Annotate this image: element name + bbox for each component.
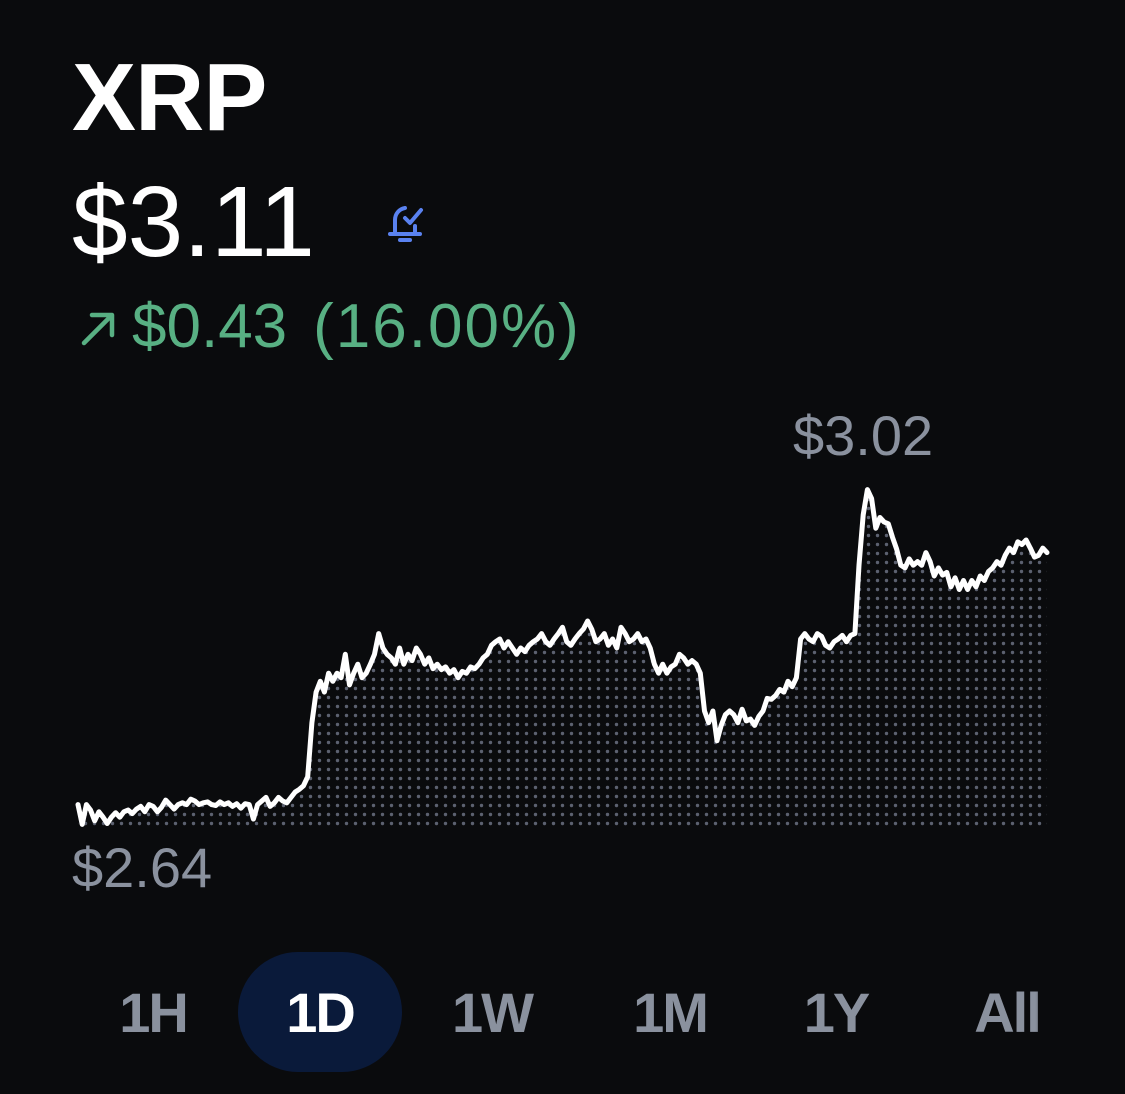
timeframe-1y[interactable]: 1Y [803,980,871,1044]
change-percent: (16.00%) [313,292,581,361]
timeframe-1w[interactable]: 1W [452,980,534,1044]
timeframe-fade [1035,950,1065,1076]
timeframe-selector: 1H 1D 1W 1M 1Y All [70,952,1070,1074]
chart-high-label: $3.02 [793,404,934,467]
timeframe-1d[interactable]: 1D [238,952,402,1072]
timeframe-1h[interactable]: 1H [119,980,189,1044]
bell-check-icon [387,206,423,242]
timeframe-1m[interactable]: 1M [633,980,709,1044]
chart-area-fill [78,489,1047,826]
change-amount: $0.43 [132,292,288,361]
price-alert-button[interactable] [381,198,429,246]
price-row: $3.11 [72,172,429,272]
price-change: $0.43 (16.00%) [76,296,581,358]
asset-name: XRP [72,44,267,151]
chart-low-label: $2.64 [72,836,213,899]
timeframe-all[interactable]: All [974,980,1042,1044]
current-price: $3.11 [72,166,315,278]
arrow-up-right-icon [76,305,120,349]
chart-price-line [75,487,1050,827]
